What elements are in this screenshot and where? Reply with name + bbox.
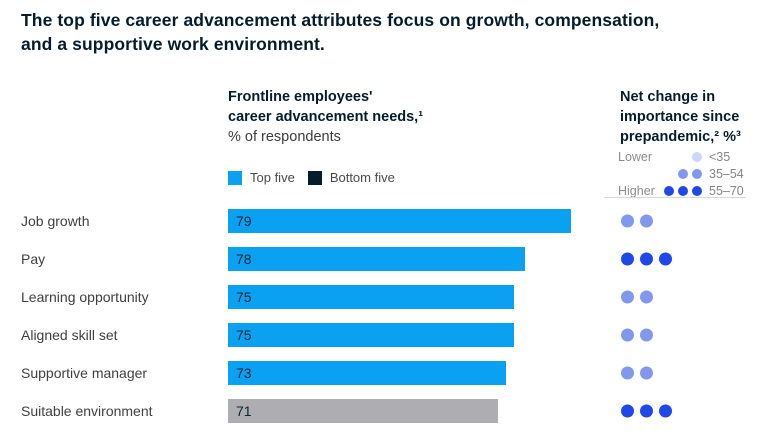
legend-dot bbox=[692, 168, 702, 179]
legend-dot bbox=[678, 168, 688, 179]
category-label: Learning opportunity bbox=[21, 289, 149, 305]
net-change-dot bbox=[640, 404, 653, 418]
category-label: Aligned skill set bbox=[21, 327, 118, 343]
dot-legend-label: Lower bbox=[618, 149, 653, 164]
net-change-dot bbox=[621, 404, 634, 418]
category-label: Supportive manager bbox=[21, 365, 148, 381]
dot-legend-label: Higher bbox=[618, 183, 655, 198]
bar-value: 75 bbox=[236, 327, 252, 343]
chart-row-suitable-environment: Suitable environment 71 bbox=[0, 392, 773, 430]
net-change-header: Net change in importance since prepandem… bbox=[620, 87, 770, 147]
net-change-dot bbox=[621, 290, 634, 304]
bar: 75 bbox=[228, 323, 514, 347]
net-change-dot-legend: Lower <35 35–54 Higher 55–70 bbox=[618, 148, 750, 199]
category-label: Suitable environment bbox=[21, 403, 153, 419]
net-change-dot bbox=[621, 328, 634, 342]
net-change-dot bbox=[640, 214, 653, 228]
category-label: Pay bbox=[21, 251, 46, 267]
bar: 79 bbox=[228, 209, 571, 233]
net-change-dot bbox=[640, 290, 653, 304]
net-change-header-line1: Net change in bbox=[620, 89, 716, 105]
net-change-dots bbox=[621, 366, 653, 380]
net-change-header-line2: importance since bbox=[620, 109, 740, 125]
chart-title-line2: and a supportive work environment. bbox=[21, 34, 325, 54]
dot-legend-dots bbox=[658, 168, 702, 179]
bar-value: 78 bbox=[236, 251, 252, 267]
legend-dot bbox=[664, 185, 674, 196]
dot-legend-divider bbox=[604, 197, 746, 198]
net-change-dots bbox=[621, 252, 672, 266]
net-change-dots bbox=[621, 290, 653, 304]
bar-column-header-unit: % of respondents bbox=[228, 129, 341, 145]
dot-legend-dots bbox=[658, 151, 702, 162]
bar-chart-rows: Job growth 79 Pay 78 Learning opportunit… bbox=[0, 202, 773, 430]
net-change-dot bbox=[640, 328, 653, 342]
top-five-swatch bbox=[228, 170, 242, 185]
net-change-dots bbox=[621, 214, 653, 228]
category-label: Job growth bbox=[21, 213, 90, 229]
net-change-dot bbox=[621, 214, 634, 228]
chart-row-supportive-manager: Supportive manager 73 bbox=[0, 354, 773, 392]
net-change-dot bbox=[621, 252, 634, 266]
dot-legend-row-higher: Higher 55–70 bbox=[618, 182, 750, 199]
legend-dot bbox=[692, 151, 702, 162]
chart-row-aligned-skill-set: Aligned skill set 75 bbox=[0, 316, 773, 354]
bar-value: 73 bbox=[236, 365, 252, 381]
bar-value: 75 bbox=[236, 289, 252, 305]
chart-row-learning-opportunity: Learning opportunity 75 bbox=[0, 278, 773, 316]
legend-dot bbox=[692, 185, 702, 196]
dot-legend-range: <35 bbox=[709, 149, 731, 164]
chart-title-line1: The top five career advancement attribut… bbox=[21, 10, 660, 30]
bar-column-header-line2: career advancement needs,¹ bbox=[228, 109, 424, 125]
bottom-five-swatch bbox=[307, 170, 322, 185]
net-change-dot bbox=[640, 366, 653, 380]
bar-column-header: Frontline employees' career advancement … bbox=[228, 87, 498, 147]
net-change-header-line3: prepandemic,² %³ bbox=[620, 129, 741, 145]
legend-item-top-five: Top five bbox=[228, 170, 295, 185]
legend-dot bbox=[678, 185, 688, 196]
bar-legend: Top five Bottom five bbox=[228, 170, 395, 185]
bar: 75 bbox=[228, 285, 514, 309]
dot-legend-range: 55–70 bbox=[709, 183, 744, 198]
bar: 73 bbox=[228, 361, 506, 385]
net-change-dot bbox=[640, 252, 653, 266]
legend-item-label: Top five bbox=[250, 170, 295, 185]
bar: 71 bbox=[228, 399, 498, 423]
bar: 78 bbox=[228, 247, 525, 271]
dot-legend-range: 35–54 bbox=[709, 166, 744, 181]
chart-row-job-growth: Job growth 79 bbox=[0, 202, 773, 240]
legend-item-label: Bottom five bbox=[329, 170, 395, 185]
net-change-dot bbox=[659, 252, 672, 266]
net-change-dots bbox=[621, 404, 672, 418]
dot-legend-row-mid: 35–54 bbox=[618, 165, 750, 182]
bar-column-header-line1: Frontline employees' bbox=[228, 89, 373, 105]
chart-title: The top five career advancement attribut… bbox=[21, 8, 766, 56]
bar-value: 79 bbox=[236, 213, 252, 229]
net-change-dot bbox=[621, 366, 634, 380]
net-change-dot bbox=[659, 404, 672, 418]
net-change-dots bbox=[621, 328, 653, 342]
dot-legend-dots bbox=[658, 185, 702, 196]
dot-legend-row-lower: Lower <35 bbox=[618, 148, 750, 165]
bar-value: 71 bbox=[236, 403, 252, 419]
legend-item-bottom-five: Bottom five bbox=[307, 170, 395, 185]
chart-row-pay: Pay 78 bbox=[0, 240, 773, 278]
